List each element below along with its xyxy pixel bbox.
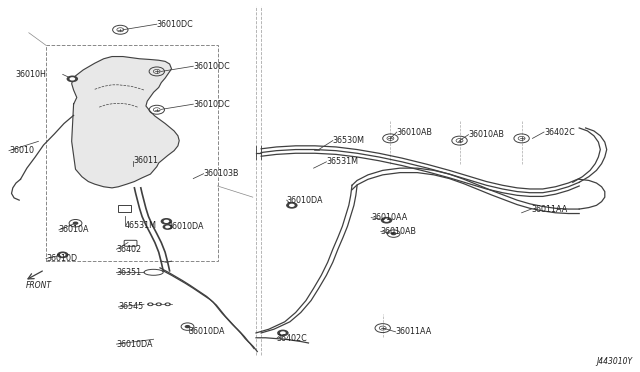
Circle shape [163, 224, 173, 230]
Circle shape [289, 204, 295, 207]
Text: FRONT: FRONT [26, 281, 51, 290]
Text: 36011AA: 36011AA [396, 327, 432, 336]
Text: 36010DC: 36010DC [157, 20, 193, 29]
Text: 360103B: 360103B [204, 169, 239, 178]
Text: 36010AB: 36010AB [397, 128, 433, 137]
Text: 36010AB: 36010AB [468, 130, 504, 139]
Circle shape [70, 77, 76, 80]
Circle shape [148, 304, 152, 305]
Circle shape [165, 225, 170, 228]
Circle shape [164, 302, 171, 306]
Circle shape [164, 219, 169, 223]
Text: 36531M: 36531M [326, 157, 358, 166]
Circle shape [67, 76, 78, 82]
Circle shape [277, 330, 289, 336]
Circle shape [57, 251, 68, 258]
Text: 36010DA: 36010DA [168, 222, 204, 231]
Text: 36010DC: 36010DC [193, 62, 230, 71]
Text: 36402C: 36402C [276, 334, 307, 343]
Text: 36010H: 36010H [16, 70, 47, 79]
Text: 36402: 36402 [116, 245, 141, 254]
Bar [118, 205, 131, 212]
Text: 36010D: 36010D [46, 254, 77, 263]
Text: 36010: 36010 [9, 146, 34, 155]
Circle shape [161, 218, 172, 225]
Text: 36402C: 36402C [544, 128, 575, 137]
Circle shape [156, 302, 162, 306]
Circle shape [390, 232, 397, 235]
Circle shape [381, 217, 392, 224]
Text: 46531M: 46531M [125, 221, 157, 230]
Text: 36011: 36011 [133, 156, 158, 165]
Circle shape [280, 331, 285, 335]
Text: 36351: 36351 [116, 268, 141, 277]
Circle shape [73, 221, 78, 225]
Text: 36010A: 36010A [59, 225, 90, 234]
Text: 36010DC: 36010DC [193, 100, 230, 109]
Bar [46, 45, 218, 261]
Circle shape [184, 325, 191, 328]
Polygon shape [72, 57, 179, 188]
Text: 36010DA: 36010DA [287, 196, 323, 205]
Circle shape [60, 253, 65, 257]
Circle shape [166, 304, 169, 305]
Text: J443010Y: J443010Y [596, 357, 632, 366]
Circle shape [286, 202, 298, 209]
Text: 36010DA: 36010DA [116, 340, 153, 349]
Circle shape [157, 304, 160, 305]
Text: 36010AB: 36010AB [381, 227, 417, 236]
Text: 36010DA: 36010DA [189, 327, 225, 336]
Text: 36530M: 36530M [333, 136, 365, 145]
Text: 36010AA: 36010AA [371, 213, 408, 222]
Text: 36545: 36545 [118, 302, 143, 311]
Circle shape [147, 302, 154, 306]
Circle shape [384, 219, 390, 222]
Text: 36011AA: 36011AA [531, 205, 568, 214]
